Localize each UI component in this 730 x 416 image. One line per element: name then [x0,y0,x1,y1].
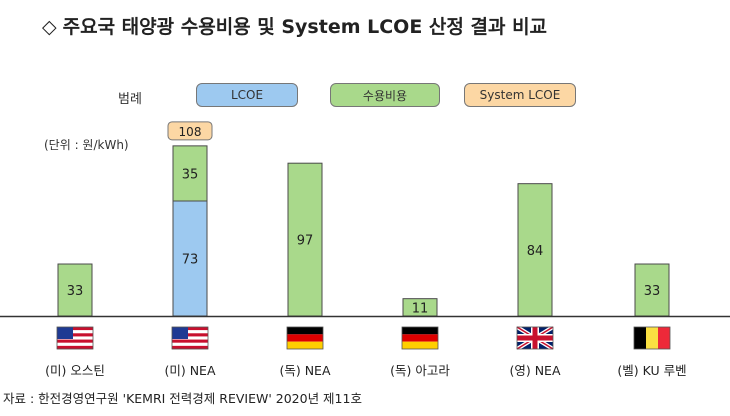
legend-item-lcoe: LCOE [196,83,298,107]
uk-flag-cross-red [517,335,553,341]
us-flag-stripe [57,339,93,343]
bar-acceptance-cost [634,263,670,317]
flag-border [171,326,209,350]
us-flag-stripe [172,336,208,340]
data-label: 97 [297,234,314,249]
flag-border [56,326,94,350]
source-note: 자료 : 한전경영연구원 'KEMRI 전력경제 REVIEW' 2020년 제… [3,391,362,406]
us-flag-canton [172,327,188,339]
unit-label: (단위 : 원/kWh) [44,138,129,152]
bar-acceptance-cost [172,145,208,202]
flag-border [516,326,554,350]
legend-item-acceptance-cost-text: 수용비용 [362,88,408,103]
data-label: 33 [644,284,661,299]
germany-flag-band [287,341,323,349]
us-flag-stripe [172,345,208,350]
belgium-flag-band [646,327,658,349]
x-tick-label: (영) NEA [509,363,561,378]
data-label: 33 [67,284,84,299]
us-flag-stripe [57,342,93,347]
us-flag-stripe [57,345,93,350]
title-text: 주요국 태양광 수용비용 및 System LCOE 산정 결과 비교 [62,16,548,38]
data-label: 73 [182,253,199,268]
germany-flag-band [402,334,438,342]
data-label: 84 [527,244,544,259]
us-flag-stripe [172,333,208,337]
germany-flag-band [287,327,323,335]
flag-border [286,326,324,350]
us-flag-stripe [172,327,208,331]
flag-border [633,326,671,350]
germany-flag-band [287,334,323,342]
legend-label: 범례 [118,92,142,107]
us-flag-stripe [172,330,208,334]
belgium-flag-band [658,327,670,349]
data-label: 35 [182,167,199,182]
page-title: ◇ 주요국 태양광 수용비용 및 System LCOE 산정 결과 비교 [42,12,547,39]
system-lcoe-total-box [167,121,213,141]
us-flag-stripe [172,339,208,343]
germany-flag-band [402,341,438,349]
bar-lcoe [172,200,208,317]
us-flag-stripe [57,336,93,340]
germany-flag-band [402,327,438,335]
us-flag-stripe [57,333,93,337]
us-flag-stripe [57,330,93,334]
belgium-flag-band [634,327,646,349]
data-label: 11 [412,301,429,316]
us-flag-stripe [172,342,208,347]
x-tick-label: (독) 아고라 [390,363,450,378]
x-tick-label: (미) 오스틴 [45,363,105,378]
x-tick-label: (독) NEA [279,363,331,378]
us-flag-stripe [57,327,93,331]
flag-border [401,326,439,350]
legend-item-system-lcoe: System LCOE [464,83,576,107]
legend-item-acceptance-cost: 수용비용 [330,83,440,107]
x-tick-label: (벨) KU 루벤 [617,363,687,378]
legend-item-system-lcoe-text: System LCOE [479,88,561,102]
us-flag-canton [57,327,73,339]
diamond-icon: ◇ [42,16,57,38]
legend-item-lcoe-text: LCOE [230,88,264,102]
system-lcoe-total-label: 108 [179,125,202,139]
x-tick-label: (미) NEA [164,363,216,378]
